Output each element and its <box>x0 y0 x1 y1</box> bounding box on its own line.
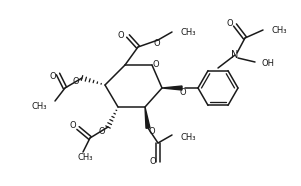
Text: O: O <box>98 126 105 135</box>
Text: CH₃: CH₃ <box>181 132 197 142</box>
Text: CH₃: CH₃ <box>77 153 93 163</box>
Text: CH₃: CH₃ <box>32 102 47 110</box>
Text: O: O <box>70 121 76 131</box>
Text: O: O <box>180 87 186 97</box>
Text: O: O <box>153 60 159 68</box>
Text: O: O <box>227 18 233 28</box>
Text: O: O <box>72 76 79 86</box>
Polygon shape <box>162 86 182 90</box>
Text: CH₃: CH₃ <box>181 28 197 36</box>
Text: OH: OH <box>262 59 275 68</box>
Text: O: O <box>118 31 124 39</box>
Text: N: N <box>231 50 239 60</box>
Polygon shape <box>145 107 150 128</box>
Text: O: O <box>149 127 155 137</box>
Text: O: O <box>50 71 56 81</box>
Text: O: O <box>150 158 156 166</box>
Text: CH₃: CH₃ <box>272 25 287 34</box>
Text: O: O <box>154 39 160 47</box>
